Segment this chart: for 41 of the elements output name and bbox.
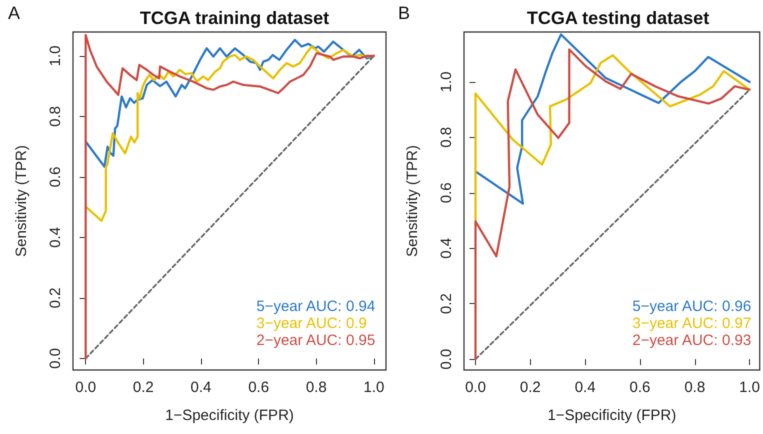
y-tick-label: 0.2 [47, 288, 64, 308]
y-tick-label: 1.0 [438, 71, 455, 92]
y-tick-label: 1.0 [47, 45, 64, 66]
y-tick-label: 0.4 [47, 227, 64, 248]
line-series [84, 38, 375, 168]
text: B [398, 3, 410, 23]
chart-title: TCGA testing dataset [526, 8, 710, 28]
x-tick-label: 0.8 [684, 379, 706, 396]
x-axis-title: 1−Specificity (FPR) [547, 407, 676, 424]
x-tick-label: 1.0 [363, 379, 384, 396]
y-tick-label: 0.0 [47, 348, 64, 369]
text: 5−year AUC: 0.96 [632, 298, 752, 315]
x-axis-title: 1−Specificity (FPR) [165, 407, 294, 424]
line-series [474, 54, 751, 222]
x-tick-label: 0.8 [306, 379, 327, 396]
y-tick-label: 0.6 [438, 182, 455, 204]
x-tick-label: 0.6 [248, 379, 270, 396]
text: 3−year AUC: 0.9 [256, 315, 367, 332]
x-tick-label: 0.2 [132, 379, 154, 396]
text: A [8, 3, 20, 23]
y-tick-label: 0.6 [47, 166, 64, 188]
x-tick-label: 0.4 [574, 379, 596, 396]
x-tick-label: 0.4 [190, 379, 212, 396]
x-tick-label: 0.2 [520, 379, 541, 396]
text: 2−year AUC: 0.93 [632, 332, 752, 349]
y-axis-title: Sensitivity (TPR) [404, 145, 421, 257]
x-tick-label: 1.0 [739, 379, 760, 396]
y-tick-label: 0.2 [438, 293, 455, 314]
text: 5−year AUC: 0.94 [256, 298, 376, 315]
line-series [474, 33, 751, 205]
y-tick-label: 0.4 [438, 238, 455, 259]
text: 2−year AUC: 0.95 [256, 332, 376, 349]
x-tick-label: 0.0 [75, 379, 96, 396]
y-tick-label: 0.8 [438, 126, 455, 148]
y-axis-title: Sensitivity (TPR) [13, 145, 30, 257]
y-tick-label: 0.0 [438, 348, 455, 370]
chart-title: TCGA training dataset [140, 8, 330, 28]
y-tick-label: 0.8 [47, 106, 64, 127]
text: 3−year AUC: 0.97 [632, 315, 752, 332]
x-tick-label: 0.6 [630, 379, 650, 396]
x-tick-label: 0.0 [465, 379, 486, 396]
